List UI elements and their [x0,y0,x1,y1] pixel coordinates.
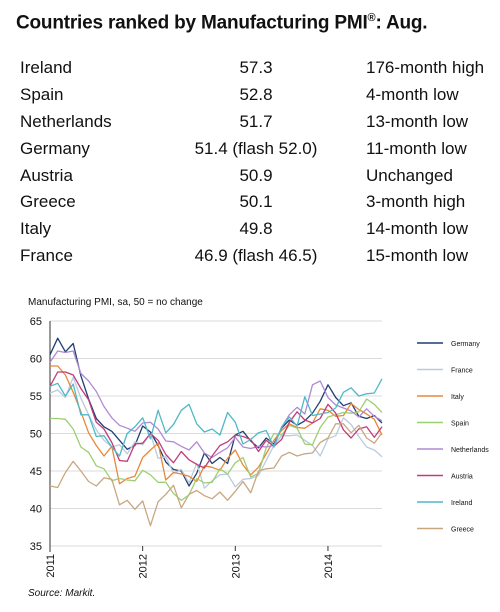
note-cell: 176-month high [366,58,485,77]
legend-label: Netherlands [451,447,489,454]
note-cell: 11-month low [366,138,467,158]
y-tick-label: 35 [30,541,42,553]
value-cell: 50.9 [239,165,273,185]
country-cell: Germany [20,138,90,158]
page-title: Countries ranked by Manufacturing PMI®: … [16,12,428,34]
note-cell: 13-month low [366,111,469,131]
value-cell: 49.8 [239,219,273,239]
value-cell: 50.1 [239,192,273,212]
x-tick-label: 2011 [45,554,57,578]
country-cell: Netherlands [20,111,112,131]
series-line-netherlands [49,350,383,459]
table-row: Ireland 57.3 176-month high [16,56,500,83]
country-cell: Spain [20,84,64,104]
series-line-france [49,376,383,489]
country-cell: Greece [20,192,76,212]
legend-label: Italy [451,394,464,401]
legend-label: France [451,368,473,375]
legend-label: Austria [451,474,473,481]
legend-label: Greece [451,527,474,534]
table-row: Spain 52.8 4-month low [16,83,500,110]
legend-label: Ireland [451,500,473,507]
note-cell: 14-month low [366,219,469,239]
note-cell: 15-month low [366,246,469,266]
value-cell: 51.7 [239,111,273,131]
country-cell: France [20,246,73,266]
series-line-ireland [49,378,383,457]
table-row: France 46.9 (flash 46.5) 15-month low [16,244,500,271]
series-line-spain [50,398,383,501]
value-cell: 52.8 [239,84,273,104]
series-line-germany [49,337,383,487]
country-cell: Austria [20,165,73,185]
pmi-line-chart: 35 40 45 50 55 60 65 2011 2012 2013 2014 Germany Fr… [28,297,489,578]
series-line-austria [49,371,383,469]
chart-title: Manufacturing PMI, sa, 50 = no change [28,297,203,308]
y-tick-label: 45 [30,466,42,478]
note-cell: 4-month low [366,84,459,104]
country-cell: Italy [20,219,52,239]
source-note: Source: Markit. [28,588,96,599]
table-row: Netherlands 51.7 13-month low [16,110,500,137]
x-tick-label: 2014 [323,554,335,578]
x-tick-label: 2012 [138,554,150,578]
x-tick-label: 2013 [230,554,242,578]
legend-label: Spain [451,421,469,428]
value-cell: 46.9 (flash 46.5) [194,246,318,266]
table-row: Italy 49.8 14-month low [16,217,500,244]
series-line-greece [49,423,383,527]
value-cell: 51.4 (flash 52.0) [194,138,318,158]
ranking-table: Ireland 57.3 176-month high Spain 52.8 4-mont… [16,56,500,271]
series-line-italy [50,365,383,485]
y-tick-label: 60 [30,354,42,366]
table-row: Germany 51.4 (flash 52.0) 11-month low [16,137,500,164]
note-cell: Unchanged [366,165,453,185]
y-tick-label: 40 [30,504,42,516]
y-tick-label: 55 [30,391,42,403]
y-tick-label: 65 [30,316,42,328]
table-row: Greece 50.1 3-month high [16,190,500,217]
country-cell: Ireland [20,58,72,77]
y-tick-label: 50 [30,429,42,441]
registered-mark: ® [367,12,376,24]
table-row: Austria 50.9 Unchanged [16,164,500,191]
value-cell: 57.3 [239,58,273,77]
note-cell: 3-month high [366,192,466,212]
legend-label: Germany [451,341,480,348]
